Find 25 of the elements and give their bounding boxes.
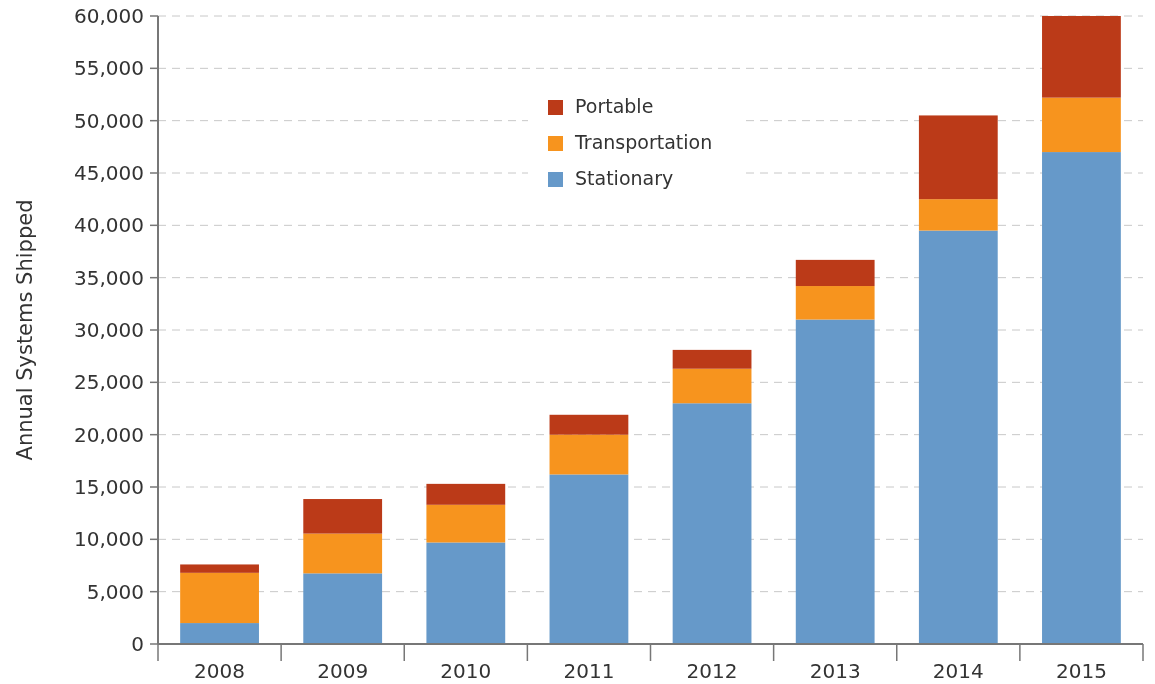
y-tick-label: 10,000 (74, 527, 144, 552)
x-tick-label: 2015 (1055, 659, 1107, 683)
y-axis-title: Annual Systems Shipped (13, 199, 37, 461)
legend-label: Transportation (574, 131, 713, 153)
y-tick-label: 5,000 (86, 579, 144, 604)
y-tick-label: 50,000 (74, 108, 144, 133)
y-tick-label: 30,000 (74, 318, 144, 342)
y-tick-label: 0 (131, 632, 144, 656)
y-tick-label: 15,000 (74, 475, 144, 499)
x-tick-label: 2011 (563, 659, 615, 683)
y-tick-label: 45,000 (74, 161, 144, 185)
x-tick-label: 2012 (686, 659, 738, 683)
x-tick-label: 2013 (809, 659, 861, 683)
y-tick-label: 35,000 (74, 265, 144, 290)
legend-label: Stationary (575, 167, 674, 189)
y-tick-label: 55,000 (74, 56, 144, 81)
x-tick-label: 2009 (317, 659, 369, 683)
y-tick-label: 25,000 (74, 370, 144, 395)
x-tick-label: 2014 (932, 659, 984, 683)
x-tick-label: 2008 (194, 659, 246, 683)
y-tick-label: 60,000 (74, 4, 144, 28)
y-tick-label: 40,000 (74, 213, 144, 238)
y-tick-label: 20,000 (74, 422, 144, 447)
legend-label: Portable (575, 95, 654, 117)
x-tick-label: 2010 (440, 659, 492, 683)
